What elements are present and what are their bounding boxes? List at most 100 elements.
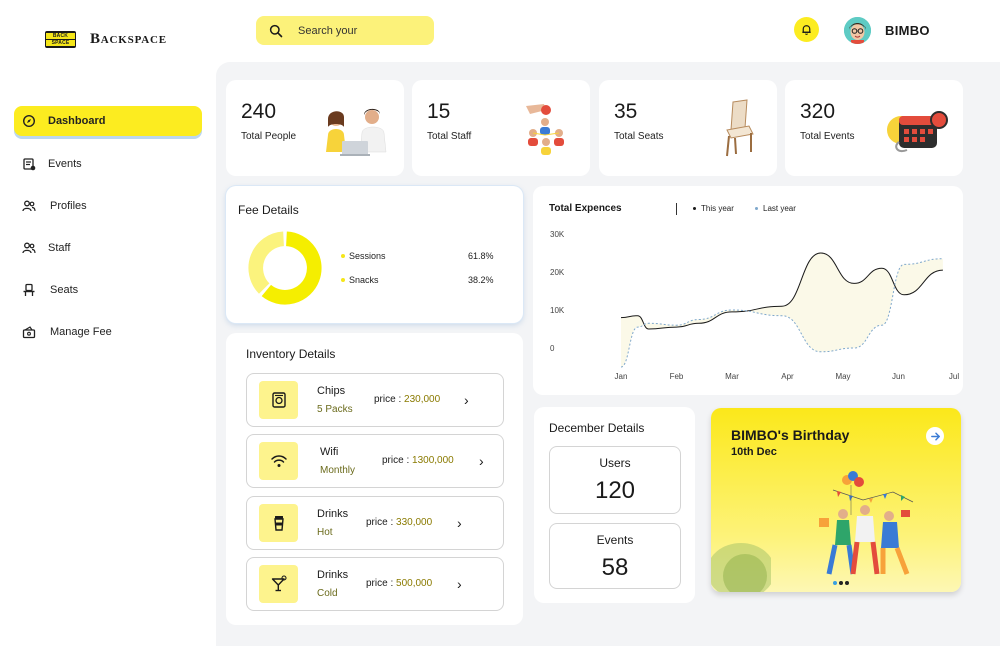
stat-value: 15 bbox=[427, 100, 451, 123]
price-label: price : bbox=[366, 578, 394, 589]
inventory-card: Inventory Details Chips 5 Packs price : … bbox=[226, 333, 523, 625]
chair-icon bbox=[726, 99, 754, 157]
x-tick-label: Feb bbox=[670, 372, 684, 381]
y-tick-label: 0 bbox=[550, 344, 555, 353]
inventory-item-drinks-hot[interactable]: Drinks Hot price : 330,000 › bbox=[246, 496, 504, 550]
sidebar-item-staff[interactable]: Staff bbox=[14, 233, 202, 263]
december-users-box[interactable]: Users 120 bbox=[549, 446, 681, 514]
search-bar[interactable] bbox=[256, 16, 434, 45]
carousel-dot[interactable] bbox=[833, 581, 837, 585]
wifi-icon bbox=[259, 442, 298, 480]
sidebar-item-label: Staff bbox=[48, 242, 71, 254]
fee-legend-sessions: Sessions bbox=[341, 251, 386, 261]
cup-icon bbox=[259, 504, 298, 542]
party-illustration-icon bbox=[819, 471, 914, 575]
sidebar-item-seats[interactable]: Seats bbox=[14, 275, 202, 305]
x-tick-label: Jul bbox=[949, 372, 959, 381]
series-line-last-year bbox=[620, 258, 943, 368]
inventory-item-name: Drinks bbox=[317, 569, 349, 581]
calendar-3d-icon bbox=[887, 111, 948, 152]
staff-icon bbox=[22, 241, 36, 255]
x-tick-label: Jan bbox=[615, 372, 628, 381]
x-tick-label: May bbox=[835, 372, 850, 381]
stat-card-staff[interactable]: 15 Total Staff bbox=[412, 80, 590, 176]
chart-title: Total Expences bbox=[549, 203, 622, 214]
price-value: 330,000 bbox=[396, 517, 433, 528]
inventory-item-drinks-cold[interactable]: Drinks Cold price : 500,000 › bbox=[246, 557, 504, 611]
birthday-next-button[interactable] bbox=[926, 427, 944, 445]
inventory-item-sub: Cold bbox=[317, 588, 338, 599]
cocktail-icon bbox=[259, 565, 298, 603]
stat-value: 320 bbox=[800, 100, 836, 123]
price-label: price : bbox=[366, 517, 394, 528]
inventory-item-wifi[interactable]: Wifi Monthly price : 1300,000 › bbox=[246, 434, 504, 488]
username[interactable]: BIMBO bbox=[885, 23, 930, 38]
search-input[interactable] bbox=[298, 24, 418, 37]
sidebar-item-label: Manage Fee bbox=[50, 326, 112, 338]
expenses-line-chart: 30K 20K 10K 0 Jan Feb Mar Apr May Jun Jul bbox=[550, 230, 959, 381]
legend-label: Snacks bbox=[349, 275, 379, 285]
x-tick-label: Mar bbox=[725, 372, 739, 381]
price-value: 1300,000 bbox=[412, 455, 454, 466]
fee-details-card: Fee Details Sessions Snacks 61.8% 38.2% bbox=[226, 186, 523, 323]
donut-slice-snacks bbox=[248, 231, 285, 294]
sidebar-item-manage-fee[interactable]: Manage Fee bbox=[14, 317, 202, 347]
carousel-dot[interactable] bbox=[839, 581, 843, 585]
inventory-item-price: price : 500,000 bbox=[366, 578, 432, 589]
birthday-date: 10th Dec bbox=[731, 446, 777, 458]
inventory-item-sub: Monthly bbox=[320, 465, 356, 476]
stat-card-events[interactable]: 320 Total Events bbox=[785, 80, 963, 176]
notifications-button[interactable] bbox=[794, 17, 819, 42]
arrow-right-icon bbox=[930, 432, 940, 440]
chevron-right-icon[interactable]: › bbox=[479, 453, 484, 469]
inventory-item-chips[interactable]: Chips 5 Packs price : 230,000 › bbox=[246, 373, 504, 427]
december-box-value: 58 bbox=[601, 554, 629, 581]
avatar-face-icon bbox=[844, 17, 871, 44]
inventory-item-price: price : 1300,000 bbox=[382, 455, 454, 466]
wallet-icon bbox=[22, 325, 36, 339]
people-laptop-icon bbox=[326, 108, 387, 156]
stat-card-people[interactable]: 240 Total People bbox=[226, 80, 404, 176]
logo[interactable]: BACK SPACE Backspace bbox=[45, 31, 167, 48]
inventory-item-price: price : 330,000 bbox=[366, 517, 432, 528]
carousel-dot[interactable] bbox=[845, 581, 849, 585]
december-details-card: December Details Users 120 Events 58 bbox=[534, 407, 695, 603]
carousel-dots[interactable] bbox=[833, 581, 851, 585]
price-value: 500,000 bbox=[396, 578, 433, 589]
legend-this-year[interactable]: This year bbox=[693, 204, 734, 213]
legend-last-year[interactable]: Last year bbox=[755, 204, 796, 213]
chevron-right-icon[interactable]: › bbox=[464, 392, 469, 408]
chevron-right-icon[interactable]: › bbox=[457, 515, 462, 531]
price-label: price : bbox=[374, 394, 402, 405]
x-tick-label: Jun bbox=[892, 372, 905, 381]
leaf-decoration-icon bbox=[711, 543, 771, 592]
legend-dot-icon bbox=[755, 207, 758, 210]
sidebar-item-profiles[interactable]: Profiles bbox=[14, 191, 202, 221]
calendar-icon bbox=[22, 157, 36, 171]
sidebar: BACK SPACE Backspace Dashboard Events Pr… bbox=[0, 0, 216, 646]
birthday-card[interactable]: BIMBO's Birthday 10th Dec bbox=[711, 408, 961, 592]
logo-badge-icon: BACK SPACE bbox=[45, 31, 76, 48]
avatar[interactable] bbox=[844, 17, 871, 44]
chevron-right-icon[interactable]: › bbox=[457, 576, 462, 592]
users-icon bbox=[22, 199, 36, 213]
sidebar-item-dashboard[interactable]: Dashboard bbox=[14, 106, 202, 136]
birthday-title: BIMBO's Birthday bbox=[731, 427, 850, 443]
december-events-box[interactable]: Events 58 bbox=[549, 523, 681, 589]
logo-badge-bottom: SPACE bbox=[46, 40, 75, 46]
stat-card-seats[interactable]: 35 Total Seats bbox=[599, 80, 777, 176]
compass-icon bbox=[22, 114, 36, 128]
sidebar-item-events[interactable]: Events bbox=[14, 149, 202, 179]
sidebar-item-label: Seats bbox=[50, 284, 79, 296]
chips-icon bbox=[259, 381, 298, 419]
december-box-value: 120 bbox=[594, 477, 636, 504]
stat-value: 240 bbox=[241, 100, 277, 123]
series-fill-area bbox=[621, 253, 943, 367]
sidebar-item-label: Profiles bbox=[50, 200, 87, 212]
fee-details-title: Fee Details bbox=[238, 203, 299, 217]
search-icon bbox=[269, 24, 283, 37]
stat-label: Total People bbox=[241, 131, 297, 142]
stat-label: Total Staff bbox=[427, 131, 472, 142]
y-tick-label: 20K bbox=[550, 268, 565, 277]
bell-icon bbox=[802, 25, 811, 35]
